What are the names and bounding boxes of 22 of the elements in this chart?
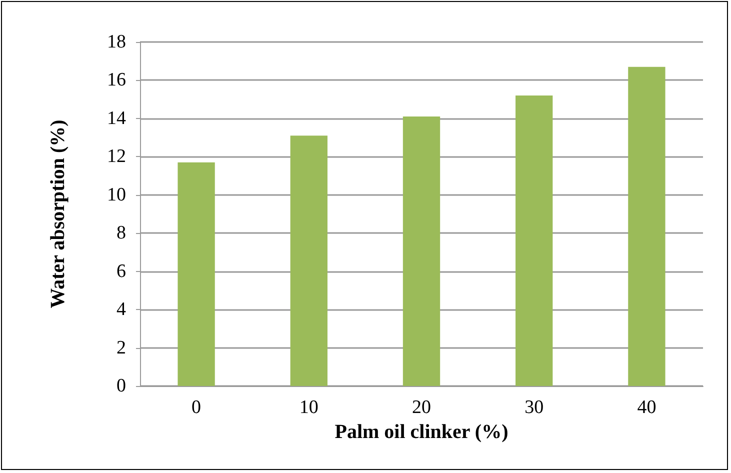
y-tick-label: 0 <box>116 376 126 396</box>
y-tick-label: 10 <box>107 184 126 206</box>
y-tick-label: 6 <box>116 260 126 282</box>
y-tick-label: 2 <box>116 337 126 358</box>
x-tick-label: 30 <box>524 397 544 418</box>
x-tick-label: 10 <box>299 397 318 418</box>
y-tick-label: 16 <box>107 70 126 91</box>
x-tick-label: 0 <box>192 397 202 418</box>
bar <box>628 66 666 386</box>
bar <box>178 162 215 386</box>
x-axis-title: Palm oil clinker (%) <box>334 420 508 443</box>
bar <box>290 136 328 386</box>
y-axis-title: Water absorption (%) <box>47 120 69 308</box>
y-tick-label: 14 <box>107 108 126 129</box>
bar <box>402 116 440 386</box>
y-tick-label: 18 <box>107 32 126 52</box>
bar <box>516 96 553 386</box>
x-tick-label: 20 <box>412 397 431 418</box>
y-tick-label: 4 <box>116 299 126 320</box>
y-tick-label: 8 <box>116 222 126 244</box>
x-tick-label: 40 <box>637 397 656 418</box>
y-tick-label: 12 <box>107 146 126 168</box>
